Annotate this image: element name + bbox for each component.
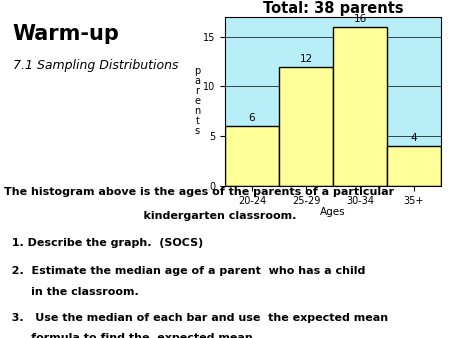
Bar	[387, 146, 441, 186]
Text: 16: 16	[353, 14, 367, 24]
Text: 4: 4	[411, 133, 417, 143]
Text: 3.   Use the median of each bar and use  the expected mean: 3. Use the median of each bar and use th…	[4, 313, 389, 323]
Text: kindergarten classroom.: kindergarten classroom.	[4, 211, 297, 220]
Text: 7.1 Sampling Distributions: 7.1 Sampling Distributions	[13, 59, 178, 72]
X-axis label: Ages: Ages	[320, 207, 346, 217]
Text: in the classroom.: in the classroom.	[4, 287, 139, 297]
Bar	[279, 67, 333, 186]
Text: Warm-up: Warm-up	[13, 24, 120, 44]
Text: 12: 12	[299, 54, 313, 64]
Text: 2.  Estimate the median age of a parent  who has a child: 2. Estimate the median age of a parent w…	[4, 266, 366, 276]
Y-axis label: p
a
r
e
n
t
s: p a r e n t s	[194, 66, 200, 137]
Text: The histogram above is the ages of the parents of a particular: The histogram above is the ages of the p…	[4, 187, 395, 197]
Title: Total: 38 parents: Total: 38 parents	[263, 1, 403, 16]
Bar	[333, 27, 387, 186]
Text: 6: 6	[249, 113, 255, 123]
Text: 1. Describe the graph.  (SOCS): 1. Describe the graph. (SOCS)	[4, 239, 204, 248]
Text: formula to find the  expected mean.: formula to find the expected mean.	[4, 333, 257, 338]
Bar	[225, 126, 279, 186]
